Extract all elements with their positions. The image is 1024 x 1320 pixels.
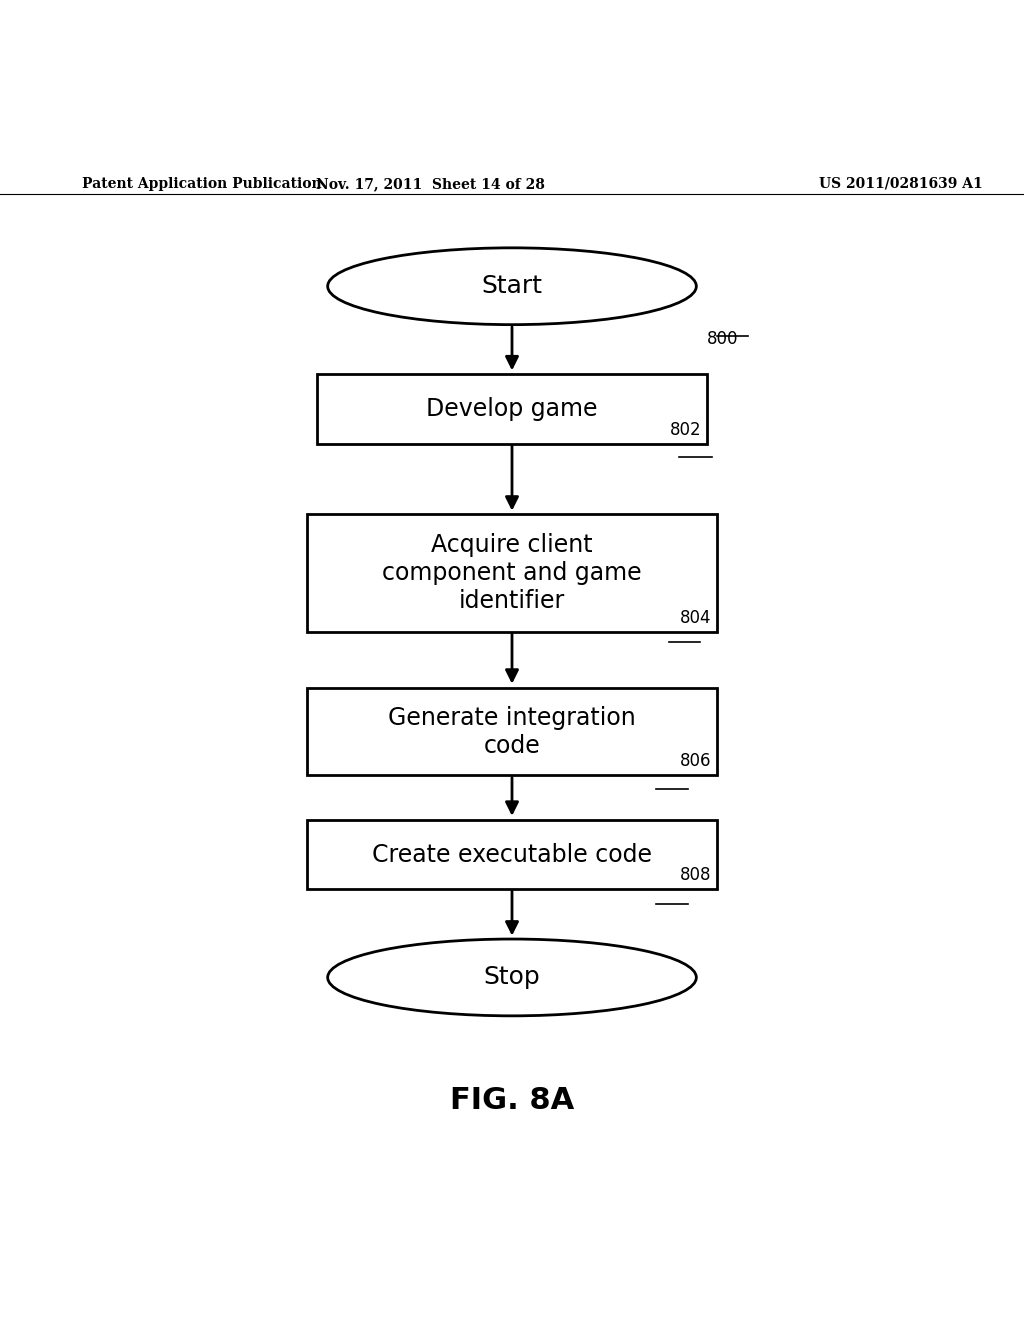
Text: 806: 806 bbox=[680, 752, 712, 770]
Text: FIG. 8A: FIG. 8A bbox=[450, 1086, 574, 1115]
Text: 804: 804 bbox=[680, 609, 712, 627]
Text: US 2011/0281639 A1: US 2011/0281639 A1 bbox=[819, 177, 983, 191]
Text: Nov. 17, 2011  Sheet 14 of 28: Nov. 17, 2011 Sheet 14 of 28 bbox=[315, 177, 545, 191]
Text: Generate integration
code: Generate integration code bbox=[388, 706, 636, 758]
Text: Start: Start bbox=[481, 275, 543, 298]
Text: 800: 800 bbox=[707, 330, 738, 347]
Text: Create executable code: Create executable code bbox=[372, 842, 652, 866]
Text: Patent Application Publication: Patent Application Publication bbox=[82, 177, 322, 191]
Text: Develop game: Develop game bbox=[426, 397, 598, 421]
Text: 808: 808 bbox=[680, 866, 712, 884]
Text: Stop: Stop bbox=[483, 965, 541, 990]
Text: 802: 802 bbox=[670, 421, 701, 438]
Text: Acquire client
component and game
identifier: Acquire client component and game identi… bbox=[382, 533, 642, 612]
